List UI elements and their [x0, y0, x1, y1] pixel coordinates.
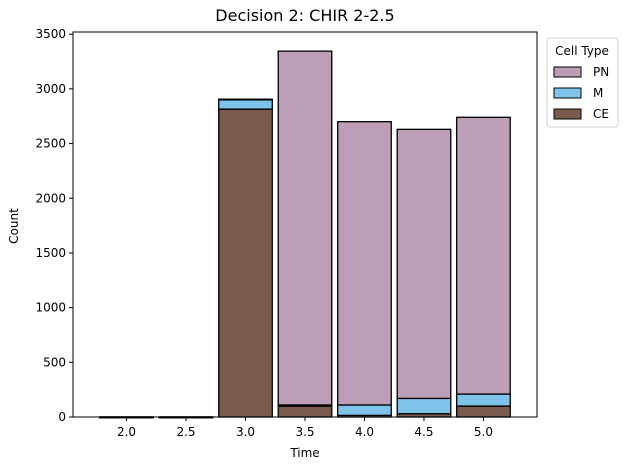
legend-swatch-pn	[553, 66, 582, 78]
bar-m-4.0	[337, 404, 392, 417]
bar-ce-3.5	[277, 405, 333, 418]
y-tick-label: 3000	[35, 82, 66, 96]
y-tick-label: 2000	[35, 191, 66, 205]
y-tick-label: 3500	[35, 27, 66, 41]
x-axis-label: Time	[289, 446, 319, 460]
y-axis-label: Count	[7, 208, 21, 244]
bar-pn-4.0	[337, 121, 392, 406]
legend-box	[546, 37, 619, 128]
x-tick-label: 5.0	[474, 425, 493, 439]
x-axis: 2.0 2.5 3.0 3.5 4.0 4.5 5.0	[117, 417, 493, 439]
bar-m-5.0	[456, 393, 511, 407]
y-tick-label: 1500	[35, 246, 66, 260]
bar-ce-3.0	[218, 108, 273, 418]
legend-swatch-ce	[553, 108, 582, 120]
y-tick-label: 2500	[35, 137, 66, 151]
y-tick-label: 500	[43, 355, 66, 369]
y-tick-label: 0	[58, 410, 66, 424]
x-tick-label: 2.5	[176, 425, 195, 439]
bar-m-4.5	[396, 397, 452, 415]
bar-pn-3.5	[277, 50, 333, 406]
bars-layer	[99, 50, 511, 419]
x-tick-label: 3.5	[295, 425, 314, 439]
y-axis: 0 500 1000 1500 2000 2500 3000 3500	[35, 27, 73, 424]
bar-pn-5.0	[456, 116, 511, 395]
x-tick-label: 4.0	[355, 425, 374, 439]
x-tick-label: 3.0	[236, 425, 255, 439]
bar-ce-5.0	[456, 405, 511, 418]
x-tick-label: 4.5	[414, 425, 433, 439]
y-tick-label: 1000	[35, 301, 66, 315]
legend-label-pn: PN	[593, 65, 609, 79]
legend-label-ce: CE	[593, 107, 609, 121]
legend-title: Cell Type	[555, 44, 609, 58]
bar-pn-4.5	[396, 128, 452, 400]
x-tick-label: 2.0	[117, 425, 136, 439]
bar-pn-3.0	[218, 98, 273, 101]
legend-label-m: M	[593, 86, 603, 100]
legend-swatch-m	[553, 87, 582, 99]
chart-title: Decision 2: CHIR 2-2.5	[215, 6, 394, 25]
legend: Cell Type PN M CE	[546, 37, 619, 128]
bar-m-3.0	[218, 98, 273, 110]
